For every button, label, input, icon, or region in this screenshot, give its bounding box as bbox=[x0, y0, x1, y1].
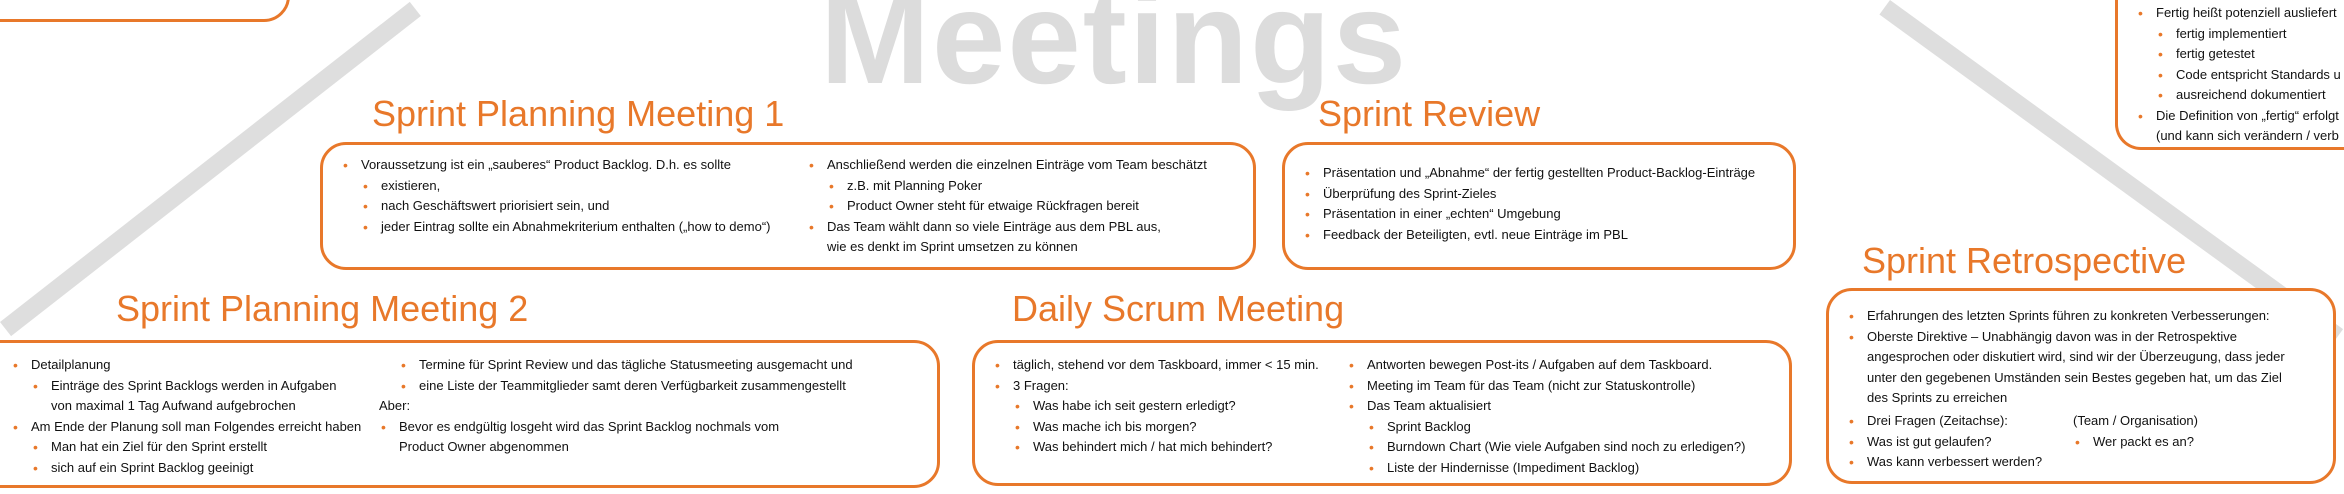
list-item: (Team / Organisation) bbox=[2073, 413, 2198, 428]
list-item: jeder Eintrag sollte ein Abnahmekriteriu… bbox=[341, 217, 770, 238]
spm1-left-list: Voraussetzung ist ein „sauberes“ Product… bbox=[341, 155, 770, 237]
list-item: Sprint Backlog bbox=[1347, 417, 1745, 438]
background-title: Meetings bbox=[820, 0, 1409, 111]
list-item: 3 Fragen: bbox=[993, 376, 1319, 397]
list-item: Die Definition von „fertig“ erfolgt bbox=[2136, 106, 2341, 127]
list-item: Was habe ich seit gestern erledigt? bbox=[993, 396, 1319, 417]
list-item: unter den gegebenen Umständen sein Beste… bbox=[1867, 369, 2282, 385]
list-item: Was behindert mich / hat mich behindert? bbox=[993, 437, 1319, 458]
list-item: Wer packt es an? bbox=[2073, 432, 2198, 453]
list-item: Das Team aktualisiert bbox=[1347, 396, 1745, 417]
spm1-right-list: Anschließend werden die einzelnen Einträ… bbox=[807, 155, 1207, 258]
list-item: angesprochen oder diskutiert wird, sind … bbox=[1867, 349, 2285, 364]
daily-title: Daily Scrum Meeting bbox=[1012, 288, 1345, 329]
list-item: Einträge des Sprint Backlogs werden in A… bbox=[11, 376, 361, 397]
list-item: (und kann sich verändern / verb bbox=[2156, 128, 2339, 143]
top-right-list: Fertig heißt potenziell ausliefertfertig… bbox=[2136, 3, 2341, 147]
retro-list: Erfahrungen des letzten Sprints führen z… bbox=[1847, 306, 2285, 409]
list-item: Überprüfung des Sprint-Zieles bbox=[1303, 184, 1755, 205]
spm2-right-list: Termine für Sprint Review und das täglic… bbox=[379, 355, 853, 458]
list-item: sich auf ein Sprint Backlog geeinigt bbox=[11, 458, 361, 479]
list-item: von maximal 1 Tag Aufwand aufgebrochen bbox=[51, 398, 296, 413]
list-item: Was ist gut gelaufen? bbox=[1847, 432, 2042, 453]
list-item: z.B. mit Planning Poker bbox=[807, 176, 1207, 197]
list-item: fertig getestet bbox=[2136, 44, 2341, 65]
list-item: Präsentation und „Abnahme“ der fertig ge… bbox=[1303, 163, 1755, 184]
list-item: Bevor es endgültig losgeht wird das Spri… bbox=[379, 417, 853, 438]
list-item: Code entspricht Standards u bbox=[2136, 65, 2341, 86]
review-box: Präsentation und „Abnahme“ der fertig ge… bbox=[1282, 142, 1796, 270]
retro-questions-left: Drei Fragen (Zeitachse):Was ist gut gela… bbox=[1847, 411, 2042, 473]
list-item: Präsentation in einer „echten“ Umgebung bbox=[1303, 204, 1755, 225]
list-item: Am Ende der Planung soll man Folgendes e… bbox=[11, 417, 361, 438]
list-item: existieren, bbox=[341, 176, 770, 197]
retro-questions-right: (Team / Organisation) Wer packt es an? bbox=[2073, 411, 2198, 452]
list-item: Liste der Hindernisse (Impediment Backlo… bbox=[1347, 458, 1745, 479]
list-item: Burndown Chart (Wie viele Aufgaben sind … bbox=[1347, 437, 1745, 458]
spm2-title: Sprint Planning Meeting 2 bbox=[116, 288, 529, 329]
list-item: Product Owner steht für etwaige Rückfrag… bbox=[807, 196, 1207, 217]
daily-left-list: täglich, stehend vor dem Taskboard, imme… bbox=[993, 355, 1319, 458]
list-item: Meeting im Team für das Team (nicht zur … bbox=[1347, 376, 1745, 397]
list-item: Termine für Sprint Review und das täglic… bbox=[379, 355, 853, 376]
spm2-box: DetailplanungEinträge des Sprint Backlog… bbox=[0, 340, 940, 488]
list-item: des Sprints zu erreichen bbox=[1867, 390, 2008, 405]
review-title: Sprint Review bbox=[1318, 93, 1541, 134]
list-item: Aber: bbox=[379, 398, 411, 413]
list-item: fertig implementiert bbox=[2136, 24, 2341, 45]
list-item: Was kann verbessert werden? bbox=[1847, 452, 2042, 473]
list-item: Anschließend werden die einzelnen Einträ… bbox=[807, 155, 1207, 176]
list-item: Fertig heißt potenziell ausliefert bbox=[2136, 3, 2341, 24]
list-item: Feedback der Beteiligten, evtl. neue Ein… bbox=[1303, 225, 1755, 246]
list-item: ausreichend dokumentiert bbox=[2136, 85, 2341, 106]
top-left-box-fragment bbox=[0, 0, 290, 22]
retro-title: Sprint Retrospective bbox=[1862, 240, 2187, 281]
daily-box: täglich, stehend vor dem Taskboard, imme… bbox=[972, 340, 1792, 486]
list-item: eine Liste der Teammitglieder samt deren… bbox=[379, 376, 853, 397]
list-item: täglich, stehend vor dem Taskboard, imme… bbox=[993, 355, 1319, 376]
spm1-box: Voraussetzung ist ein „sauberes“ Product… bbox=[320, 142, 1256, 270]
list-item: Das Team wählt dann so viele Einträge au… bbox=[807, 217, 1207, 238]
daily-right-list: Antworten bewegen Post-its / Aufgaben au… bbox=[1347, 355, 1745, 478]
list-item: Man hat ein Ziel für den Sprint erstellt bbox=[11, 437, 361, 458]
list-item: Antworten bewegen Post-its / Aufgaben au… bbox=[1347, 355, 1745, 376]
list-item: Erfahrungen des letzten Sprints führen z… bbox=[1847, 306, 2285, 327]
list-item: wie es denkt im Sprint umsetzen zu könne… bbox=[827, 239, 1078, 254]
list-item: Drei Fragen (Zeitachse): bbox=[1847, 411, 2042, 432]
review-list: Präsentation und „Abnahme“ der fertig ge… bbox=[1303, 163, 1755, 245]
list-item: Product Owner abgenommen bbox=[399, 439, 569, 454]
list-item: Was mache ich bis morgen? bbox=[993, 417, 1319, 438]
list-item: Oberste Direktive – Unabhängig davon was… bbox=[1847, 327, 2285, 348]
top-right-box: Fertig heißt potenziell ausliefertfertig… bbox=[2115, 0, 2344, 150]
spm2-left-list: DetailplanungEinträge des Sprint Backlog… bbox=[11, 355, 361, 478]
list-item: nach Geschäftswert priorisiert sein, und bbox=[341, 196, 770, 217]
list-item: Voraussetzung ist ein „sauberes“ Product… bbox=[341, 155, 770, 176]
spm1-title: Sprint Planning Meeting 1 bbox=[372, 93, 785, 134]
list-item: Detailplanung bbox=[11, 355, 361, 376]
retro-box: Erfahrungen des letzten Sprints führen z… bbox=[1826, 288, 2336, 484]
